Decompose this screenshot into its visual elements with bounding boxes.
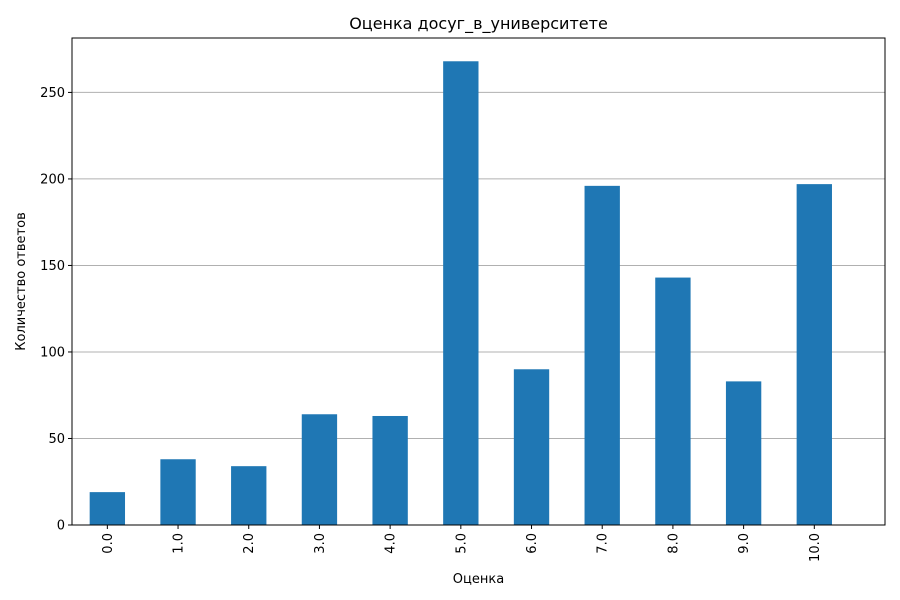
x-tick-label: 7.0 xyxy=(596,533,611,554)
bars-layer xyxy=(89,61,832,526)
x-tick-label: 2.0 xyxy=(242,533,257,554)
bar-3.0 xyxy=(301,414,338,525)
x-tick-label: 1.0 xyxy=(172,533,187,554)
x-axis-title: Оценка xyxy=(453,572,504,587)
bar-8.0 xyxy=(655,277,691,525)
bar-5.0 xyxy=(443,61,479,525)
bar-9.0 xyxy=(725,381,762,525)
x-tick-label: 0.0 xyxy=(101,533,116,554)
y-tick-label: 150 xyxy=(40,259,65,274)
bar-4.0 xyxy=(372,415,408,525)
bar-6.0 xyxy=(513,369,550,525)
y-axis-title: Количество ответов xyxy=(14,212,29,350)
chart-title: Оценка досуг_в_университете xyxy=(349,14,608,34)
bar-0.0 xyxy=(89,492,126,525)
y-tick-label: 250 xyxy=(40,86,65,101)
x-tick-label: 9.0 xyxy=(737,533,752,554)
y-tick-label: 100 xyxy=(40,345,65,360)
plot-frame xyxy=(71,37,886,526)
y-tick-label: 50 xyxy=(48,432,65,447)
x-tick-label: 4.0 xyxy=(384,533,399,554)
x-tick-label: 8.0 xyxy=(666,533,681,554)
bar-1.0 xyxy=(160,459,196,525)
x-axis: 0.0 1.0 2.0 3.0 4.0 5.0 6.0 7.0 8.0 9.0 10.0 xyxy=(101,525,823,562)
x-tick-label: 3.0 xyxy=(313,533,328,554)
bar-7.0 xyxy=(584,185,620,526)
x-tick-label: 10.0 xyxy=(808,533,823,562)
y-tick-label: 0 xyxy=(57,519,65,534)
x-tick-label: 5.0 xyxy=(454,533,469,554)
y-axis: 0 50 100 150 200 250 xyxy=(40,86,72,534)
y-tick-label: 200 xyxy=(40,172,65,187)
x-tick-label: 6.0 xyxy=(525,533,540,554)
bar-10.0 xyxy=(796,184,832,525)
bar-2.0 xyxy=(231,466,267,525)
